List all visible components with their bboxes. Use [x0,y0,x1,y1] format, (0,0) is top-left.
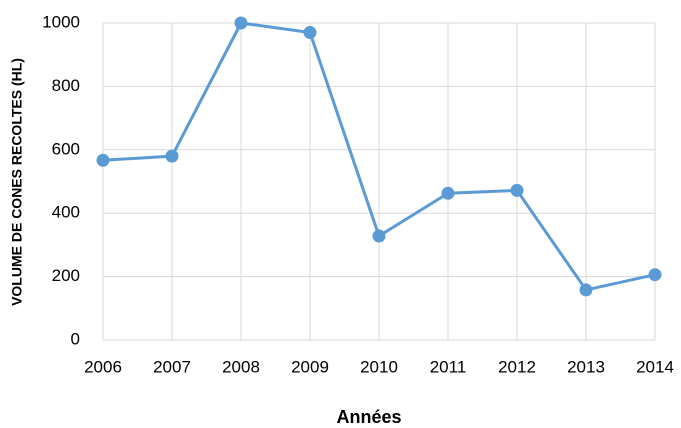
y-tick-label: 200 [52,266,80,285]
x-axis-title: Années [336,407,401,427]
point [96,153,110,167]
x-tick-label: 2014 [636,357,674,376]
point [234,16,248,30]
y-tick-label: 800 [52,76,80,95]
point [579,283,593,297]
y-tick-label: 400 [52,203,80,222]
point [372,229,386,243]
x-tick-label: 2007 [153,357,191,376]
y-tick-label: 600 [52,139,80,158]
x-tick-label: 2006 [84,357,122,376]
y-tick-label: 1000 [42,12,80,31]
x-tick-label: 2013 [567,357,605,376]
x-tick-label: 2012 [498,357,536,376]
point [165,149,179,163]
y-axis-title: VOLUME DE CONES RECOLTES (HL) [9,58,25,306]
point [648,268,662,282]
y-tick-label: 0 [71,329,80,348]
x-tick-label: 2010 [360,357,398,376]
point [303,26,317,40]
x-tick-label: 2009 [291,357,329,376]
x-tick-label: 2011 [430,357,467,376]
point [510,183,524,197]
point [441,186,455,200]
x-tick-label: 2008 [222,357,260,376]
